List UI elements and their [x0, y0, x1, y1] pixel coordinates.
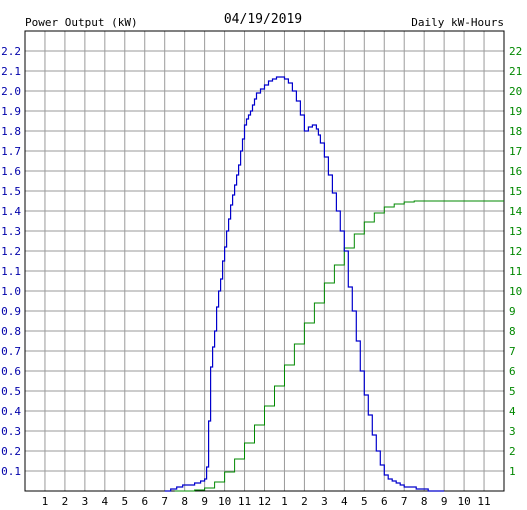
- x-tick-label: 8: [181, 495, 188, 508]
- y-right-tick-label: 5: [509, 385, 516, 398]
- right-axis-title: Daily kW-Hours: [411, 16, 504, 29]
- y-right-tick-label: 12: [509, 245, 522, 258]
- y-right-tick-label: 6: [509, 365, 516, 378]
- y-left-tick-label: 1.3: [1, 225, 21, 238]
- y-right-tick-label: 11: [509, 265, 522, 278]
- y-right-tick-label: 17: [509, 145, 522, 158]
- x-tick-label: 11: [477, 495, 490, 508]
- y-right-tick-label: 18: [509, 125, 522, 138]
- x-tick-label: 1: [281, 495, 288, 508]
- y-left-tick-label: 1.1: [1, 265, 21, 278]
- x-tick-label: 4: [341, 495, 348, 508]
- y-right-tick-label: 16: [509, 165, 522, 178]
- x-tick-label: 3: [321, 495, 328, 508]
- y-right-tick-label: 4: [509, 405, 516, 418]
- x-tick-label: 6: [381, 495, 388, 508]
- plot-frame: [24, 30, 505, 492]
- x-tick-label: 11: [238, 495, 251, 508]
- series-power-line: [164, 76, 445, 492]
- y-left-tick-label: 0.1: [1, 465, 21, 478]
- y-right-tick-label: 1: [509, 465, 516, 478]
- y-right-tick-label: 14: [509, 205, 523, 218]
- y-left-tick-label: 0.8: [1, 325, 21, 338]
- y-left-tick-label: 0.2: [1, 445, 21, 458]
- y-left-tick-label: 0.7: [1, 345, 21, 358]
- x-tick-label: 2: [301, 495, 308, 508]
- y-right-tick-label: 8: [509, 325, 516, 338]
- x-tick-label: 9: [441, 495, 448, 508]
- y-right-tick-label: 20: [509, 85, 522, 98]
- y-left-tick-label: 2.0: [1, 85, 21, 98]
- x-tick-label: 10: [457, 495, 470, 508]
- y-left-tick-label: 1.5: [1, 185, 21, 198]
- y-left-tick-label: 2.1: [1, 65, 21, 78]
- y-left-tick-label: 1.0: [1, 285, 21, 298]
- y-left-tick-label: 0.3: [1, 425, 21, 438]
- y-left-tick-label: 1.8: [1, 125, 21, 138]
- y-left-tick-label: 1.2: [1, 245, 21, 258]
- y-left-tick-label: 0.6: [1, 365, 21, 378]
- x-tick-label: 10: [218, 495, 231, 508]
- y-left-tick-label: 1.4: [1, 205, 21, 218]
- series-energy-line: [174, 200, 504, 492]
- y-left-tick-label: 0.9: [1, 305, 21, 318]
- x-tick-label: 9: [201, 495, 208, 508]
- y-right-tick-label: 21: [509, 65, 522, 78]
- y-right-tick-label: 10: [509, 285, 522, 298]
- x-tick-label: 1: [42, 495, 49, 508]
- y-right-tick-label: 22: [509, 45, 522, 58]
- y-right-tick-label: 3: [509, 425, 516, 438]
- y-left-tick-label: 1.7: [1, 145, 21, 158]
- x-tick-label: 7: [161, 495, 168, 508]
- left-axis-title: Power Output (kW): [25, 16, 138, 29]
- y-left-tick-label: 1.6: [1, 165, 21, 178]
- y-left-tick-label: 2.2: [1, 45, 21, 58]
- y-left-tick-label: 0.4: [1, 405, 21, 418]
- y-right-tick-label: 19: [509, 105, 522, 118]
- x-tick-label: 5: [361, 495, 368, 508]
- x-tick-label: 3: [82, 495, 89, 508]
- x-tick-label: 8: [421, 495, 428, 508]
- chart-title: 04/19/2019: [224, 12, 302, 27]
- x-tick-label: 2: [62, 495, 69, 508]
- y-right-tick-label: 7: [509, 345, 516, 358]
- y-right-tick-label: 15: [509, 185, 522, 198]
- x-tick-label: 6: [141, 495, 148, 508]
- x-tick-label: 4: [102, 495, 109, 508]
- y-right-tick-label: 13: [509, 225, 522, 238]
- x-tick-label: 7: [401, 495, 408, 508]
- y-left-tick-label: 1.9: [1, 105, 21, 118]
- y-right-tick-label: 2: [509, 445, 516, 458]
- y-left-tick-label: 0.5: [1, 385, 21, 398]
- x-tick-label: 12: [258, 495, 271, 508]
- x-tick-label: 5: [121, 495, 128, 508]
- y-right-tick-label: 9: [509, 305, 516, 318]
